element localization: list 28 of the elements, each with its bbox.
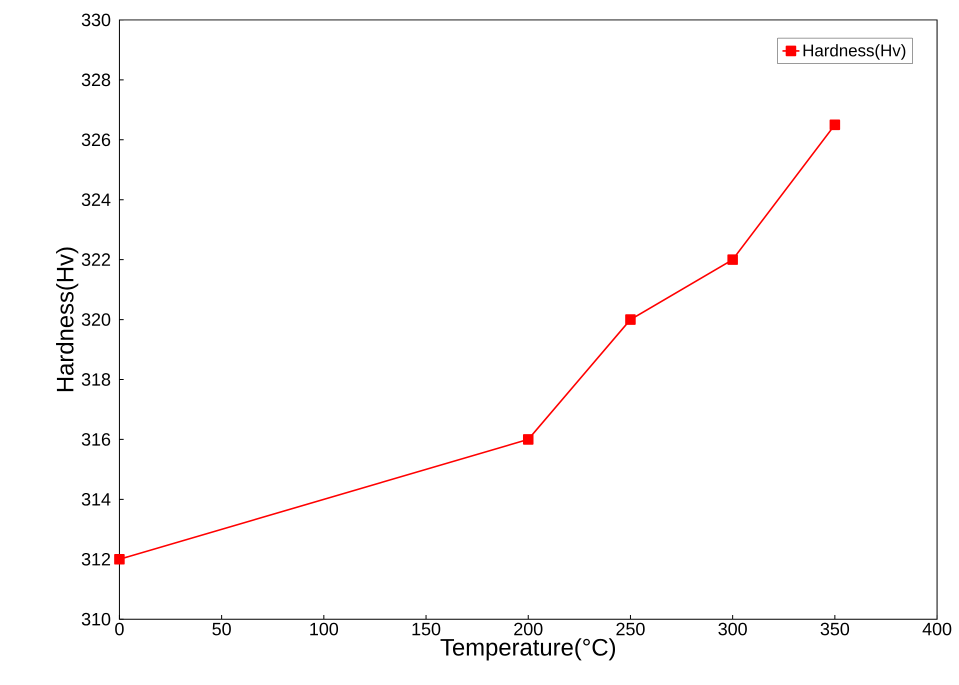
x-tick-label: 50 — [212, 622, 231, 636]
point — [114, 554, 125, 565]
x-tick-label: 350 — [820, 622, 850, 636]
point — [830, 120, 840, 130]
x-tick-label: 100 — [310, 622, 338, 636]
point — [727, 254, 738, 265]
y-tick-label: 326 — [82, 133, 110, 146]
y-tick-label: 318 — [82, 373, 110, 386]
x-axis-title: Temperature(°C) — [440, 638, 616, 660]
y-tick-label: 314 — [82, 493, 110, 506]
x-tick-label: 0 — [115, 622, 124, 636]
x-tick-label: 300 — [718, 622, 747, 636]
x-tick-label: 250 — [616, 622, 645, 636]
y-tick-label: 310 — [82, 612, 110, 626]
y-tick-label: 330 — [82, 14, 110, 26]
y-tick-label: 320 — [82, 313, 110, 326]
x-tick-label: 200 — [514, 622, 542, 636]
legend-label: Hardness(Hv) — [804, 44, 906, 60]
y-tick-label: 312 — [82, 552, 110, 566]
y-tick-label: 322 — [82, 253, 110, 266]
y-tick-label: 328 — [82, 74, 110, 86]
y-tick-label: 324 — [82, 193, 110, 206]
x-tick-label: 150 — [412, 622, 440, 636]
y-tick-label: 316 — [82, 433, 110, 446]
y-axis-title: Hardness(Hv) — [56, 248, 78, 392]
point — [625, 314, 636, 325]
x-tick-label: 400 — [922, 622, 952, 636]
point — [522, 434, 534, 445]
